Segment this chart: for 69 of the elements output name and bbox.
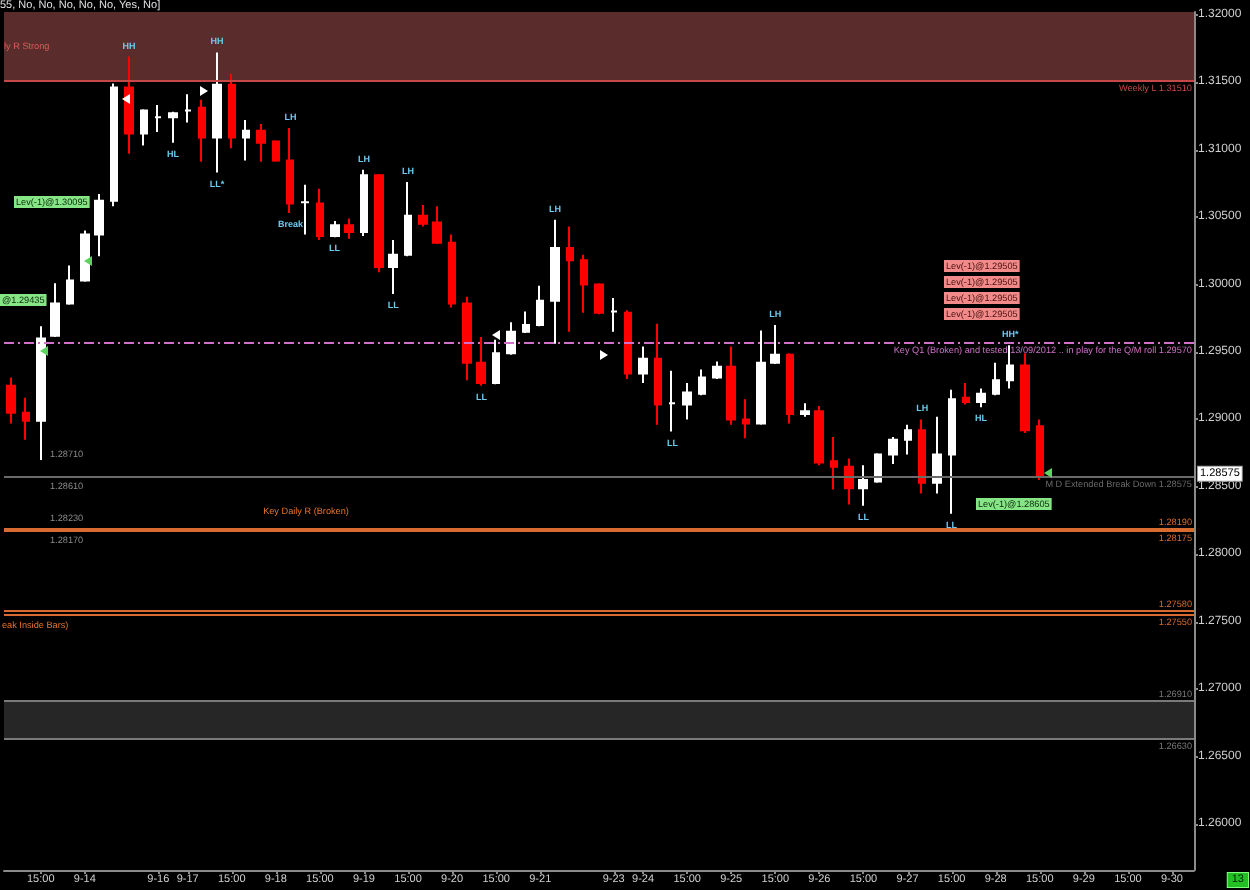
candlestick: [536, 284, 544, 328]
candlestick: [448, 233, 456, 309]
candlestick: [712, 360, 722, 380]
candlestick: [66, 264, 74, 306]
candlestick: [726, 345, 736, 426]
candlestick: [432, 205, 442, 246]
candlestick: [22, 396, 30, 441]
candlestick: [594, 282, 604, 316]
candlestick: [242, 118, 250, 162]
candlestick: [858, 464, 868, 507]
candlestick: [330, 220, 340, 239]
candlestick: [476, 336, 486, 387]
candlestick: [374, 172, 384, 274]
candlestick: [682, 381, 692, 421]
candlestick: [610, 297, 618, 333]
candlestick: [212, 51, 222, 174]
candlestick: [272, 139, 280, 163]
candlestick: [918, 418, 926, 495]
candlestick: [462, 295, 472, 382]
candlestick: [698, 368, 706, 397]
candlestick: [154, 104, 162, 134]
candlestick: [580, 253, 588, 314]
candlestick: [286, 127, 294, 215]
candlestick: [800, 402, 810, 418]
candlestick: [962, 381, 970, 406]
candlestick: [932, 415, 942, 495]
candlestick: [492, 338, 500, 386]
candlestick: [948, 388, 956, 515]
candlestick: [124, 55, 134, 155]
candlestick: [36, 325, 46, 461]
candlestick: [184, 93, 192, 124]
candlestick: [814, 404, 824, 467]
candlestick: [742, 398, 750, 440]
candlestick: [300, 183, 310, 236]
candlestick: [756, 329, 766, 426]
candlestick: [418, 203, 428, 228]
candlestick: [94, 193, 104, 258]
candlestick: [50, 282, 60, 339]
candlestick: [844, 457, 854, 506]
candlestick: [770, 323, 780, 366]
candlestick: [80, 229, 90, 283]
candlestick: [140, 108, 148, 147]
candlestick: [874, 452, 882, 484]
candlestick: [668, 369, 676, 433]
candlestick: [316, 187, 324, 241]
candlestick: [168, 110, 178, 144]
candlestick: [6, 376, 16, 425]
candlestick: [786, 352, 794, 425]
candlestick: [830, 435, 838, 491]
candlestick: [360, 168, 368, 237]
candlestick: [1006, 344, 1014, 390]
candlestick: [110, 82, 118, 208]
candlestick: [228, 73, 236, 150]
candlestick: [638, 345, 648, 384]
candlestick: [404, 180, 412, 258]
candlestick: [654, 322, 662, 426]
candlestick: [522, 310, 530, 335]
candlestick: [992, 361, 1000, 397]
candlestick: [566, 225, 574, 333]
candlestick: [1020, 352, 1030, 434]
candlestick: [888, 435, 898, 465]
candlestick: [198, 98, 206, 163]
candlestick: [904, 423, 912, 456]
candlestick: [256, 122, 266, 163]
candlestick: [550, 218, 560, 345]
candlestick: [344, 217, 354, 240]
candlestick: [976, 387, 986, 409]
candlestick: [388, 238, 398, 295]
candlestick: [624, 309, 632, 380]
